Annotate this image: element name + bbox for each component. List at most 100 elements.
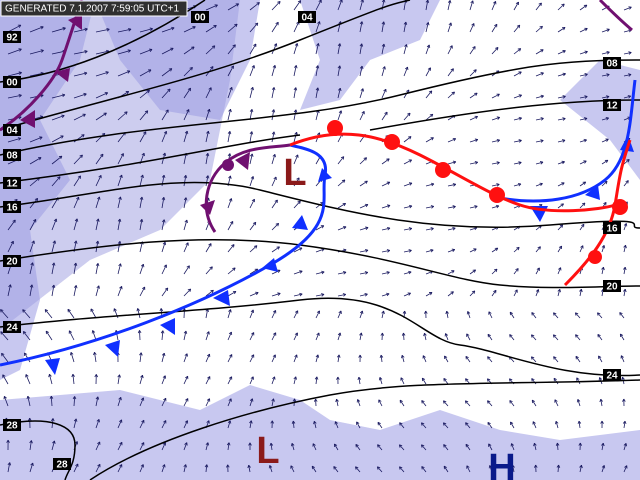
wind-arrow-head xyxy=(597,334,601,338)
wind-arrow xyxy=(161,47,174,55)
wind-arrow xyxy=(579,245,584,253)
isobar-label-box xyxy=(191,11,209,23)
wind-arrow xyxy=(403,21,407,33)
wind-arrow-head xyxy=(95,396,100,400)
wind-arrow xyxy=(95,112,107,121)
wind-arrow-head xyxy=(82,113,86,117)
wind-arrow xyxy=(535,161,544,165)
wind-arrow-head xyxy=(126,70,131,74)
wind-arrow-head xyxy=(451,270,455,274)
wind-arrow-head xyxy=(539,25,543,30)
wind-arrow-head xyxy=(275,222,280,227)
isobar-label-box xyxy=(3,124,21,136)
wind-arrow-head xyxy=(558,245,563,250)
wind-arrow xyxy=(425,137,434,143)
wind-arrow xyxy=(161,353,165,363)
wind-arrow-head xyxy=(228,108,232,113)
wind-arrow-head xyxy=(381,43,386,48)
wind-arrow-head xyxy=(137,330,142,334)
wind-arrow xyxy=(491,205,500,209)
wind-arrow xyxy=(94,352,97,363)
wind-arrow-head xyxy=(533,442,537,447)
wind-arrow xyxy=(27,395,31,407)
wind-arrow-head xyxy=(514,289,518,293)
wind-arrow xyxy=(381,66,386,77)
wind-arrow xyxy=(491,139,500,143)
wind-arrow-head xyxy=(619,312,623,316)
wind-arrow-head xyxy=(465,378,469,382)
wind-arrow-head xyxy=(206,331,210,335)
wind-arrow-head xyxy=(628,51,632,55)
wind-arrow xyxy=(469,92,478,99)
wind-arrow xyxy=(356,421,361,429)
wind-arrow xyxy=(51,115,65,121)
wind-arrow-head xyxy=(518,139,522,143)
wind-arrow-head xyxy=(187,87,192,92)
wind-arrow-head xyxy=(60,135,64,139)
wind-arrow-head xyxy=(24,352,28,356)
wind-arrow-head xyxy=(540,94,544,99)
wind-arrow xyxy=(579,73,588,77)
wind-arrow-head xyxy=(465,355,469,360)
wind-arrow xyxy=(227,309,232,319)
wind-arrow-head xyxy=(84,27,88,32)
wind-arrow xyxy=(469,290,476,297)
wind-arrow xyxy=(556,442,559,451)
wind-arrow-head xyxy=(294,43,299,47)
wind-arrow-head xyxy=(429,292,433,296)
wind-arrow xyxy=(7,284,11,297)
wind-arrow xyxy=(447,206,456,209)
wind-arrow xyxy=(205,4,218,11)
wind-arrow-head xyxy=(451,91,455,95)
wind-arrow xyxy=(337,88,341,99)
wind-arrow xyxy=(117,153,124,165)
wind-arrow xyxy=(117,241,121,253)
wind-arrow xyxy=(271,22,279,33)
wind-arrow xyxy=(445,333,449,341)
wind-arrow xyxy=(553,377,559,385)
wind-arrow-head xyxy=(208,243,212,247)
wind-arrow xyxy=(469,248,477,253)
wind-arrow-head xyxy=(163,264,167,268)
wind-arrow xyxy=(205,87,212,99)
wind-arrow xyxy=(51,135,64,143)
wind-arrow xyxy=(2,374,9,385)
wind-arrow xyxy=(25,374,31,385)
wind-arrow xyxy=(161,241,166,253)
wind-arrow-head xyxy=(118,419,123,423)
wind-arrow-head xyxy=(139,352,143,356)
wind-arrow xyxy=(535,95,544,99)
wind-arrow xyxy=(227,3,239,11)
wind-arrow xyxy=(469,69,477,77)
wind-arrow xyxy=(248,465,251,473)
wind-arrow xyxy=(469,161,478,165)
wind-arrow-head xyxy=(206,420,210,424)
wind-arrow xyxy=(469,205,478,209)
wind-arrow xyxy=(139,442,145,451)
wind-arrow xyxy=(293,270,303,275)
wind-arrow xyxy=(315,43,319,55)
wind-arrow-head xyxy=(559,224,564,228)
wind-arrow-head xyxy=(427,67,431,71)
wind-arrow-head xyxy=(606,73,610,77)
wind-arrow-head xyxy=(73,418,78,422)
wind-arrow xyxy=(535,267,540,275)
wind-arrow xyxy=(334,421,339,429)
wind-arrow-head xyxy=(398,444,403,448)
wind-arrow-head xyxy=(452,160,457,165)
wind-arrow-head xyxy=(18,93,22,98)
wind-arrow-head xyxy=(185,398,189,402)
wind-arrow-head xyxy=(576,377,580,381)
wind-arrow-head xyxy=(552,334,557,338)
wind-arrow xyxy=(95,441,101,451)
wind-arrow-head xyxy=(228,376,233,380)
wind-arrow xyxy=(377,422,383,429)
wind-arrow-head xyxy=(605,138,609,142)
wind-arrow xyxy=(513,289,518,297)
wind-arrow-head xyxy=(401,332,406,336)
occluded-symbols xyxy=(20,14,250,215)
wind-arrow xyxy=(315,65,319,77)
wind-arrow xyxy=(623,443,627,451)
wind-arrow-head xyxy=(232,291,237,295)
wind-arrow xyxy=(557,95,566,99)
